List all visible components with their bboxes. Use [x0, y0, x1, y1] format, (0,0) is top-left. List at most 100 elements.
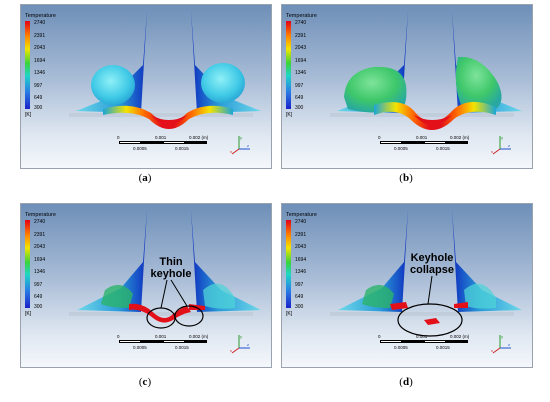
- scale-segment: [163, 340, 185, 343]
- legend-tick: 1346: [34, 70, 46, 76]
- legend-tick: 1694: [34, 256, 46, 263]
- legend-tick: 2740: [295, 20, 307, 26]
- legend-tick: 1694: [295, 256, 307, 263]
- panel-c: Thin keyhole Temperature 2740 2391 2043 …: [20, 203, 272, 368]
- legend-tick: 300: [34, 105, 43, 111]
- scale-label: 0.0015: [175, 345, 189, 350]
- scale-segment: [185, 141, 207, 144]
- scale-bar: 0 0.001 0.002 (m) 0.0005 0.0015: [370, 334, 480, 358]
- legend-unit: [K]: [286, 112, 293, 118]
- scale-segment: [380, 340, 402, 343]
- axis-triad-icon: y z x: [491, 334, 511, 354]
- scale-segment: [141, 340, 163, 343]
- scale-label: 0: [378, 135, 381, 140]
- legend-tick: 2391: [295, 32, 307, 39]
- legend-colorbar: [286, 21, 291, 109]
- axis-triad-icon: y z x: [491, 135, 511, 155]
- scale-bar: 0 0.001 0.002 (m) 0.0005 0.0015: [370, 135, 480, 159]
- scale-segment: [141, 141, 163, 144]
- axis-triad-icon: y z x: [230, 334, 250, 354]
- legend-tick: 649: [34, 294, 43, 300]
- scale-label: 0: [117, 135, 120, 140]
- scale-segment: [402, 141, 424, 144]
- scale-segment: [380, 141, 402, 144]
- legend-tick: 2043: [295, 45, 307, 51]
- legend-tick: 649: [34, 95, 43, 101]
- legend-tick: 649: [295, 294, 304, 300]
- scale-label: 0.001: [416, 135, 428, 140]
- axis-z-label: z: [508, 342, 510, 347]
- legend-tick: 2391: [34, 32, 46, 39]
- legend-tick: 2740: [295, 219, 307, 225]
- caption-a: (a): [138, 172, 152, 184]
- caption-c: (c): [138, 376, 152, 388]
- legend-tick: 2391: [295, 231, 307, 238]
- panel-a: Temperature 2740 2391 2043 1694 1346 997…: [20, 4, 272, 169]
- scale-segment: [402, 340, 424, 343]
- axis-x-label: x: [230, 348, 232, 353]
- scale-label: 0.0005: [394, 146, 408, 151]
- scale-label: 0.0005: [133, 146, 147, 151]
- scale-segment: [446, 340, 468, 343]
- legend-colorbar: [25, 21, 30, 109]
- axis-x-label: x: [491, 149, 493, 154]
- legend-tick: 300: [295, 304, 304, 310]
- legend-title: Temperature: [286, 212, 317, 218]
- scale-segment: [424, 141, 446, 144]
- legend-tick: 997: [34, 82, 43, 89]
- scale-segment: [119, 340, 141, 343]
- scale-label: 0.0015: [175, 146, 189, 151]
- axis-y-label: y: [501, 334, 503, 339]
- legend-tick: 1346: [34, 269, 46, 275]
- legend-tick: 997: [295, 82, 304, 89]
- legend-tick: 2740: [34, 20, 46, 26]
- scale-label: 0.0015: [436, 345, 450, 350]
- scale-label: 0.001: [416, 334, 428, 339]
- legend-title: Temperature: [25, 13, 56, 19]
- legend-tick: 2043: [34, 244, 46, 250]
- legend-tick: 2043: [295, 244, 307, 250]
- scale-segment: [119, 141, 141, 144]
- scale-label: 0.0005: [394, 345, 408, 350]
- temperature-legend: Temperature 2740 2391 2043 1694 1346 997…: [25, 212, 69, 317]
- scale-label: 0: [378, 334, 381, 339]
- scale-segment: [163, 141, 185, 144]
- temperature-legend: Temperature 2740 2391 2043 1694 1346 997…: [286, 212, 330, 317]
- scale-label: 0.002 (m): [189, 135, 209, 140]
- legend-tick: 2740: [34, 219, 46, 225]
- scale-segment: [185, 340, 207, 343]
- legend-unit: [K]: [25, 112, 32, 118]
- legend-tick: 1694: [295, 57, 307, 64]
- annotation-thin-keyhole: Thin keyhole: [150, 256, 192, 280]
- scale-label: 0.001: [155, 334, 167, 339]
- scale-bar: 0 0.001 0.002 (m) 0.0005 0.0015: [109, 135, 219, 159]
- axis-z-label: z: [247, 143, 249, 148]
- legend-tick: 1346: [295, 269, 307, 275]
- axis-triad-icon: y z x: [230, 135, 250, 155]
- axis-y-label: y: [240, 334, 242, 339]
- scale-label: 0.002 (m): [450, 135, 470, 140]
- legend-tick: 997: [295, 281, 304, 288]
- panel-d: Keyhole collapse Temperature 2740 2391 2…: [281, 203, 533, 368]
- legend-tick: 649: [295, 95, 304, 101]
- keyhole-render-a: [69, 11, 261, 129]
- scale-label: 0.0005: [133, 345, 147, 350]
- caption-b: (b): [399, 172, 413, 184]
- scale-label: 0.002 (m): [189, 334, 209, 339]
- temperature-legend: Temperature 2740 2391 2043 1694 1346 997…: [25, 13, 69, 118]
- axis-x-label: x: [230, 149, 232, 154]
- keyhole-render-c: [69, 210, 261, 329]
- legend-tick: 1694: [34, 57, 46, 64]
- temperature-legend: Temperature 2740 2391 2043 1694 1346 997…: [286, 13, 330, 118]
- legend-tick: 2391: [34, 231, 46, 238]
- scale-label: 0.002 (m): [450, 334, 470, 339]
- legend-tick: 2043: [34, 45, 46, 51]
- legend-colorbar: [286, 220, 291, 308]
- legend-title: Temperature: [286, 13, 317, 19]
- legend-colorbar: [25, 220, 30, 308]
- axis-z-label: z: [508, 143, 510, 148]
- scale-segment: [446, 141, 468, 144]
- scale-bar: 0 0.001 0.002 (m) 0.0005 0.0015: [109, 334, 219, 358]
- keyhole-render-d: [330, 210, 522, 337]
- scale-label: 0.001: [155, 135, 167, 140]
